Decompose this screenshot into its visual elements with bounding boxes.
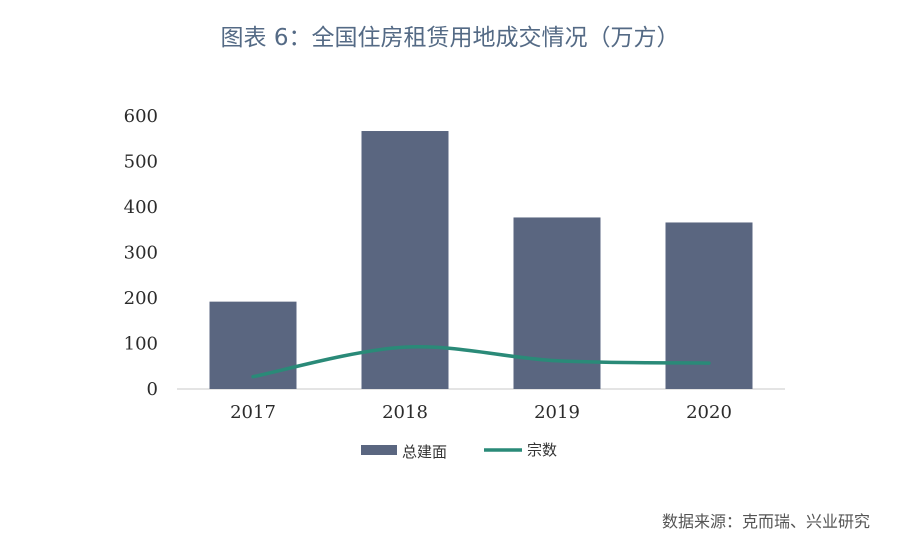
- data-source-note: 数据来源：克而瑞、兴业研究: [661, 512, 870, 531]
- y-tick-label: 300: [124, 243, 158, 264]
- y-tick-label: 400: [124, 197, 158, 218]
- y-tick-label: 600: [124, 106, 158, 127]
- legend-label-bar: 总建面: [402, 443, 447, 461]
- bar-2017: [209, 301, 297, 389]
- x-axis-ticks: 2017 2018 2019 2020: [230, 402, 732, 423]
- legend-swatch-bar: [361, 445, 397, 455]
- legend-label-line: 宗数: [527, 441, 557, 459]
- line-series-zongshu: [251, 345, 711, 379]
- legend: 总建面 宗数: [361, 441, 557, 461]
- x-tick-label: 2017: [230, 402, 276, 423]
- y-tick-label: 500: [124, 152, 158, 173]
- y-axis-ticks: 0 100 200 300 400 500 600: [124, 106, 158, 400]
- chart-title: 图表 6：全国住房租赁用地成交情况（万方）: [220, 25, 680, 51]
- y-tick-label: 100: [124, 334, 158, 355]
- y-tick-label: 200: [124, 288, 158, 309]
- x-tick-label: 2019: [534, 402, 580, 423]
- x-tick-label: 2020: [686, 402, 732, 423]
- x-tick-label: 2018: [382, 402, 428, 423]
- y-tick-label: 0: [147, 379, 158, 400]
